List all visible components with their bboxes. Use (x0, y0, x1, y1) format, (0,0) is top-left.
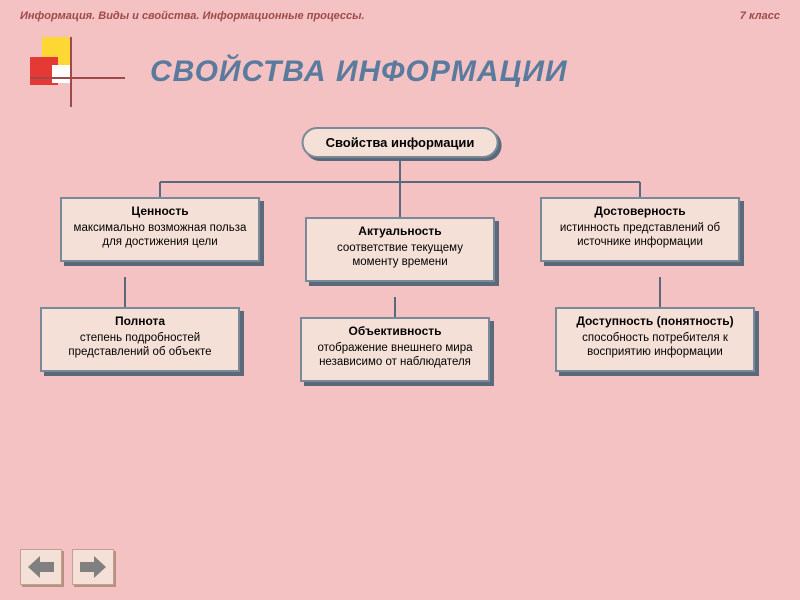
node-mid-bot: Объективность отображение внешнего мира … (300, 317, 490, 382)
node-desc: степень подробностей представлений об об… (52, 331, 228, 360)
node-title: Актуальность (317, 224, 483, 238)
grade-label: 7 класс (740, 10, 780, 22)
node-desc: истинность представлений об источнике ин… (552, 221, 728, 250)
breadcrumb: Информация. Виды и свойства. Информацион… (20, 10, 365, 22)
node-title: Доступность (понятность) (567, 314, 743, 328)
root-node: Свойства информации (302, 127, 499, 158)
node-desc: максимально возможная польза для достиже… (72, 221, 248, 250)
node-title: Объективность (312, 324, 478, 338)
node-left-bot: Полнота степень подробностей представлен… (40, 307, 240, 372)
header-bar: Информация. Виды и свойства. Информацион… (0, 0, 800, 27)
prev-button[interactable] (20, 549, 62, 585)
node-desc: отображение внешнего мира независимо от … (312, 341, 478, 370)
diagram: Свойства информации Ценность максимально… (0, 127, 800, 497)
node-right-top: Достоверность истинность представлений о… (540, 197, 740, 262)
root-label: Свойства информации (326, 135, 475, 150)
next-button[interactable] (72, 549, 114, 585)
node-mid-top: Актуальность соответствие текущему момен… (305, 217, 495, 282)
node-left-top: Ценность максимально возможная польза дл… (60, 197, 260, 262)
node-right-bot: Доступность (понятность) способность пот… (555, 307, 755, 372)
node-desc: способность потребителя к восприятию инф… (567, 331, 743, 360)
page-title: СВОЙСТВА ИНФОРМАЦИИ (150, 55, 568, 89)
node-title: Полнота (52, 314, 228, 328)
node-desc: соответствие текущему моменту времени (317, 241, 483, 270)
node-title: Достоверность (552, 204, 728, 218)
arrow-right-icon (80, 556, 106, 578)
logo-icon (30, 37, 100, 107)
arrow-left-icon (28, 556, 54, 578)
node-title: Ценность (72, 204, 248, 218)
title-row: СВОЙСТВА ИНФОРМАЦИИ (0, 27, 800, 107)
nav-controls (20, 549, 114, 585)
